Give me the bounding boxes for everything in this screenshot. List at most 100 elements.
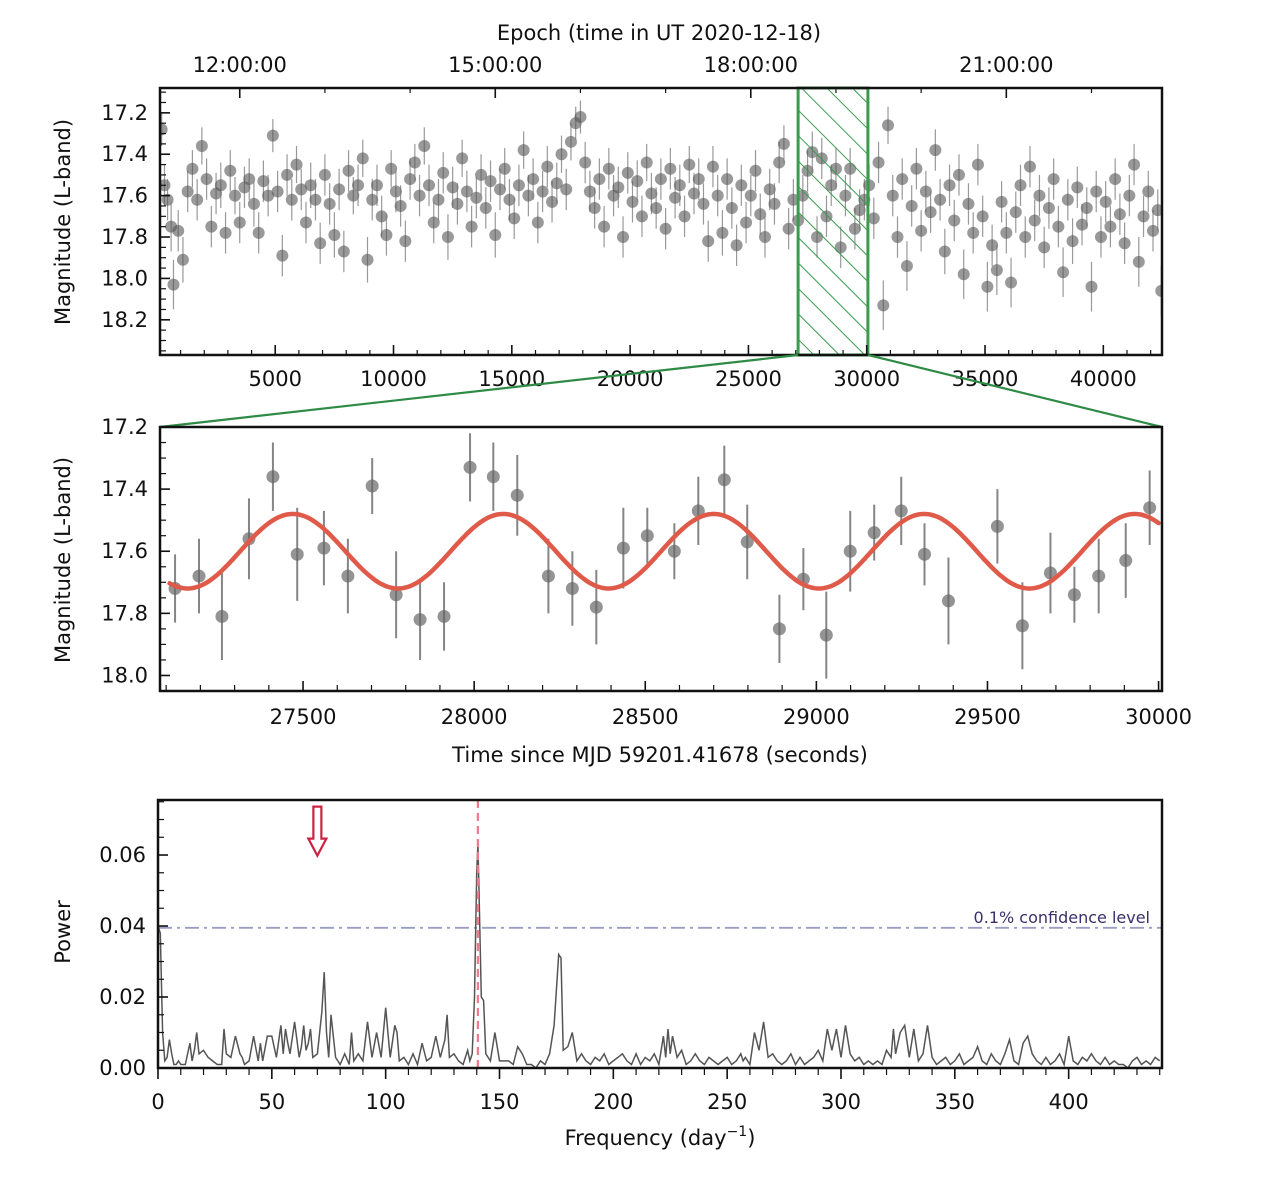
data-point <box>948 214 961 227</box>
data-point <box>986 239 999 252</box>
data-point <box>304 179 317 192</box>
arrow-down-icon <box>306 805 329 858</box>
data-point <box>167 278 180 291</box>
data-point <box>186 162 199 175</box>
y-tick-label: 17.8 <box>101 601 148 625</box>
x-tick-label: 400 <box>1049 1090 1089 1114</box>
y-axis-title: Power <box>51 900 75 964</box>
data-point <box>640 156 653 169</box>
data-point <box>598 220 611 233</box>
data-point <box>564 135 577 148</box>
data-point <box>1028 214 1041 227</box>
data-point <box>717 473 731 487</box>
data-point <box>617 231 630 244</box>
y-tick-label: 17.6 <box>101 184 148 208</box>
x-tick-label: 10000 <box>360 367 427 391</box>
data-point <box>616 541 630 555</box>
data-point <box>399 235 412 248</box>
data-point <box>522 189 535 202</box>
data-point <box>621 166 634 179</box>
arrow-shape <box>306 805 329 858</box>
data-point <box>527 173 540 186</box>
data-point <box>1118 237 1131 250</box>
confidence-level-label: 0.1% confidence level <box>974 908 1150 927</box>
data-point <box>160 123 168 136</box>
data-point <box>758 231 771 244</box>
data-point <box>446 181 459 194</box>
data-point <box>215 609 229 623</box>
data-point <box>1000 226 1013 239</box>
data-point <box>285 193 298 206</box>
data-point <box>1043 566 1057 580</box>
data-point <box>1109 173 1122 186</box>
data-point <box>1005 276 1018 289</box>
data-point <box>981 280 994 293</box>
connector-left <box>159 353 799 429</box>
x-axis-ticks: 0 50 100 150 200 250 300 350 400 <box>151 1068 1161 1114</box>
data-point <box>773 156 786 169</box>
data-point <box>1071 181 1084 194</box>
data-point <box>493 183 506 196</box>
data-point <box>299 216 312 229</box>
data-point <box>777 137 790 150</box>
data-point <box>894 504 908 518</box>
data-point <box>1061 193 1074 206</box>
data-point <box>229 189 242 202</box>
data-point <box>437 609 451 623</box>
data-point <box>967 226 980 239</box>
data-point <box>763 183 776 196</box>
data-point <box>498 162 511 175</box>
data-point <box>356 152 369 165</box>
data-point <box>427 216 440 229</box>
data-point <box>976 210 989 223</box>
data-point <box>470 191 483 204</box>
plot-frame <box>156 798 1164 1070</box>
data-point <box>640 529 654 543</box>
data-point <box>1009 206 1022 219</box>
data-point <box>423 179 436 192</box>
data-point <box>702 235 715 248</box>
data-point <box>366 193 379 206</box>
y-tick-label: 17.4 <box>101 477 148 501</box>
data-point <box>408 156 421 169</box>
data-point <box>957 268 970 281</box>
top-axis-ticks: 12:00:00 15:00:00 18:00:00 21:00:00 <box>193 53 1093 98</box>
data-point <box>323 197 336 210</box>
data-point <box>365 479 379 493</box>
data-point <box>1047 173 1060 186</box>
data-point <box>565 582 579 596</box>
data-point <box>1014 179 1027 192</box>
x-axis-title: Frequency (day−1) <box>565 1124 756 1150</box>
data-point <box>626 195 639 208</box>
data-point <box>560 183 573 196</box>
data-point <box>669 191 682 204</box>
data-point <box>432 193 445 206</box>
top-tick-label: 12:00:00 <box>193 53 287 77</box>
data-point <box>247 197 260 210</box>
data-point <box>678 210 691 223</box>
data-point <box>843 544 857 558</box>
data-point <box>541 569 555 583</box>
data-point <box>266 470 280 484</box>
data-point <box>463 460 477 474</box>
top-axis-title: Epoch (time in UT 2020-12-18) <box>497 21 821 45</box>
data-point <box>589 600 603 614</box>
data-point <box>309 193 322 206</box>
top-tick-label: 21:00:00 <box>959 53 1053 77</box>
data-point <box>654 173 667 186</box>
data-point <box>489 228 502 241</box>
y-axis-ticks: 17.2 17.4 17.6 17.8 18.0 18.2 <box>101 91 170 352</box>
data-point <box>943 179 956 192</box>
data-point <box>1076 218 1089 231</box>
data-point <box>224 164 237 177</box>
y-axis-title: Magnitude (L-band) <box>51 457 75 663</box>
data-point <box>1142 185 1155 198</box>
data-point <box>1057 266 1070 279</box>
data-point <box>333 183 346 196</box>
y-tick-label: 18.0 <box>101 663 148 687</box>
data-point <box>290 547 304 561</box>
x-axis-title-suffix: ) <box>747 1126 755 1150</box>
periodogram-line <box>158 844 1161 1068</box>
data-point <box>725 202 738 215</box>
